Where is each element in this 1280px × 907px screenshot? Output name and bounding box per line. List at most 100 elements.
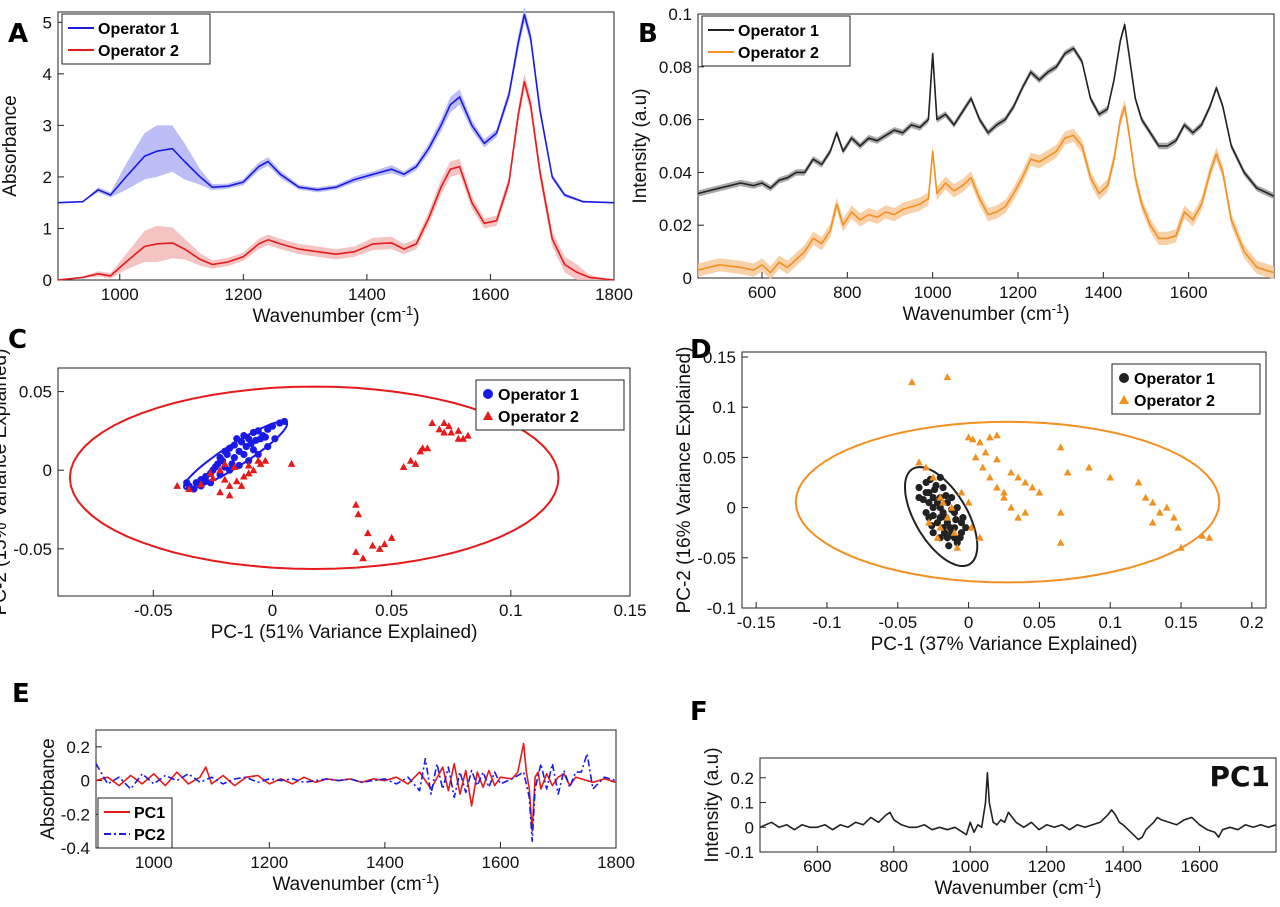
confidence-ellipse-operator-1 — [903, 466, 979, 567]
legend-label: Operator 2 — [738, 45, 819, 62]
scatter-point — [1007, 503, 1015, 511]
legend: Operator 1 Operator 2 — [1111, 363, 1261, 415]
x-tick-label: 0.1 — [1098, 613, 1122, 632]
scatter-point — [411, 459, 420, 467]
scatter-point — [352, 547, 360, 555]
scatter-point — [249, 446, 258, 454]
x-tick-label: 1200 — [999, 283, 1037, 302]
scatter-point — [287, 459, 296, 467]
scatter-point — [981, 448, 990, 456]
scatter-point — [261, 456, 270, 464]
scatter-point — [244, 461, 253, 469]
x-tick-label: 600 — [803, 857, 831, 876]
scatter-point — [925, 518, 933, 526]
scatter-point — [1170, 513, 1178, 521]
x-tick-label: 1800 — [595, 285, 633, 304]
scatter-point — [352, 500, 360, 508]
scatter-point — [447, 428, 456, 436]
panel-letter-e: E — [12, 679, 30, 709]
legend-box — [475, 379, 625, 431]
scatter-point — [1134, 478, 1143, 486]
legend-label: Operator 1 — [98, 21, 179, 38]
scatter-point — [235, 461, 243, 470]
scatter-point — [1000, 493, 1008, 501]
scatter-point — [976, 438, 984, 446]
scatter-point — [216, 466, 224, 474]
scatter-point — [249, 466, 258, 474]
y-axis-label: PC-2 (16% Variance Explained) — [674, 347, 695, 614]
scatter-point — [237, 481, 246, 489]
x-tick-label: 1600 — [472, 285, 510, 304]
scatter-point — [1063, 468, 1072, 476]
scatter-point — [929, 504, 937, 512]
confidence-ellipse-operator-2 — [68, 385, 560, 571]
x-axis-label-sup: -1 — [422, 871, 434, 886]
legend: Operator 1 Operator 2 — [61, 13, 211, 65]
panel-annotation: PC1 — [1209, 760, 1270, 793]
scatter-point — [964, 498, 973, 506]
scatter-point — [1205, 533, 1214, 541]
confidence-ellipse-operator-2 — [794, 420, 1221, 584]
x-tick-label: 1400 — [1084, 283, 1122, 302]
y-tick-label: 0.1 — [730, 794, 754, 813]
scatter-point — [1198, 531, 1207, 539]
scatter-point — [1177, 543, 1185, 551]
scatter-point — [1035, 488, 1044, 496]
x-tick-label: 1400 — [348, 285, 386, 304]
scatter-point — [264, 443, 272, 451]
scatter-point — [939, 483, 947, 492]
series-line-pc2 — [95, 752, 617, 843]
y-tick-label: 1 — [43, 219, 52, 238]
axes-frame-d — [741, 351, 1267, 609]
scatter-point — [993, 455, 1001, 463]
scatter-point — [915, 458, 923, 466]
scatter-point — [986, 433, 994, 441]
scatter-point — [915, 493, 923, 502]
y-tick-label: -0.4 — [61, 839, 90, 858]
scatter-point — [375, 544, 384, 552]
x-tick-label: 0 — [964, 613, 973, 632]
scatter-point — [978, 463, 987, 471]
x-tick-label: 1600 — [1181, 857, 1219, 876]
legend-swatch — [483, 411, 493, 420]
scatter-point — [244, 469, 253, 477]
x-axis-label-close: ) — [1095, 878, 1101, 899]
series-line-operator-1 — [697, 23, 1275, 197]
legend-swatch — [483, 389, 493, 399]
scatter-point — [459, 434, 467, 442]
x-tick-label: 0.05 — [375, 601, 408, 620]
scatter-point — [967, 523, 976, 531]
y-axis-label: Intensity (a.u) — [702, 747, 723, 862]
x-tick-label: 1000 — [101, 285, 139, 304]
scatter-point — [1021, 508, 1030, 516]
x-tick-label: 1600 — [482, 853, 520, 872]
scatter-point — [1163, 503, 1171, 511]
scatter-point — [245, 457, 253, 465]
y-tick-label: -0.1 — [725, 843, 754, 862]
scatter-point — [440, 419, 448, 427]
x-axis-label: Wavenumber (cm-1) — [272, 871, 439, 895]
scatter-point — [957, 488, 966, 496]
scatter-point — [962, 524, 970, 532]
y-tick-label: 0.2 — [730, 769, 754, 788]
x-tick-label: 800 — [880, 857, 908, 876]
legend-label: PC2 — [134, 827, 165, 844]
x-axis-label-close: ) — [413, 306, 419, 327]
chart-panel-a: 1000 1200 1400 1600 1800 0 1 2 3 4 5 Wavenumber (cm… — [0, 6, 633, 327]
y-tick-label: 4 — [43, 65, 52, 84]
y-tick-label: 5 — [43, 13, 52, 32]
scatter-point — [1007, 468, 1015, 476]
x-axis-label-text: Wavenumber (cm — [272, 874, 421, 895]
x-axis-label-close: ) — [433, 874, 439, 895]
x-tick-label: -0.05 — [878, 613, 917, 632]
scatter-point — [240, 472, 248, 480]
axes-frame-b — [697, 13, 1275, 279]
scatter-point — [945, 542, 953, 550]
x-axis-label-text: PC-1 (51% Variance Explained) — [211, 622, 478, 643]
y-tick-label: 0.05 — [703, 448, 736, 467]
series-line-operator-1 — [57, 13, 615, 204]
scatter-point — [953, 543, 962, 551]
x-axis-label-sup: -1 — [1052, 301, 1064, 316]
